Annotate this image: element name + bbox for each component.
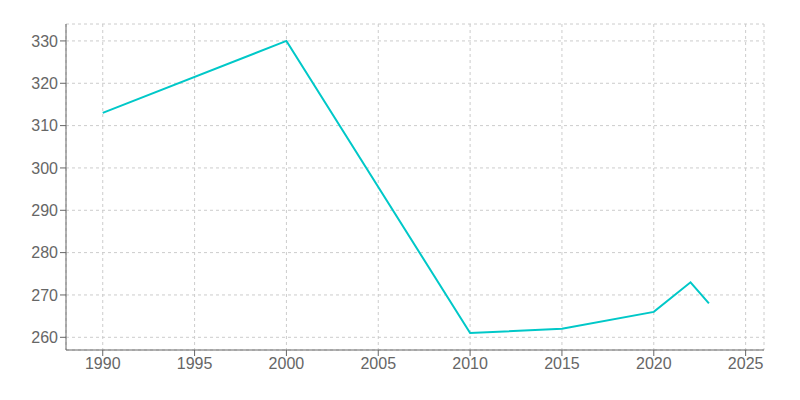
- svg-text:270: 270: [31, 287, 58, 304]
- svg-text:2010: 2010: [452, 355, 488, 372]
- svg-text:310: 310: [31, 117, 58, 134]
- svg-text:1990: 1990: [85, 355, 121, 372]
- svg-text:280: 280: [31, 244, 58, 261]
- svg-text:2020: 2020: [636, 355, 672, 372]
- svg-text:300: 300: [31, 160, 58, 177]
- svg-text:260: 260: [31, 329, 58, 346]
- svg-text:330: 330: [31, 33, 58, 50]
- svg-text:320: 320: [31, 75, 58, 92]
- svg-text:2000: 2000: [269, 355, 305, 372]
- svg-text:2025: 2025: [728, 355, 764, 372]
- svg-text:2005: 2005: [360, 355, 396, 372]
- svg-text:290: 290: [31, 202, 58, 219]
- svg-text:2015: 2015: [544, 355, 580, 372]
- svg-text:1995: 1995: [177, 355, 213, 372]
